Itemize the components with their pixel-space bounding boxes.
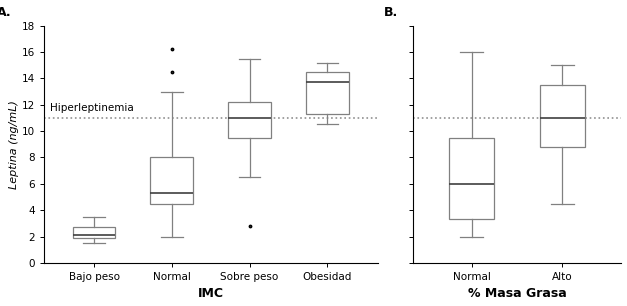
Text: Hiperleptinemia: Hiperleptinemia [50, 103, 134, 113]
PathPatch shape [73, 227, 115, 238]
PathPatch shape [306, 72, 349, 114]
Y-axis label: Leptina (ng/mL): Leptina (ng/mL) [9, 100, 19, 189]
X-axis label: IMC: IMC [198, 287, 224, 300]
PathPatch shape [150, 157, 193, 203]
X-axis label: % Masa Grasa: % Masa Grasa [468, 287, 566, 300]
PathPatch shape [449, 138, 494, 219]
Text: A.: A. [0, 6, 11, 18]
PathPatch shape [540, 85, 585, 147]
PathPatch shape [228, 102, 271, 138]
Text: B.: B. [383, 6, 398, 18]
